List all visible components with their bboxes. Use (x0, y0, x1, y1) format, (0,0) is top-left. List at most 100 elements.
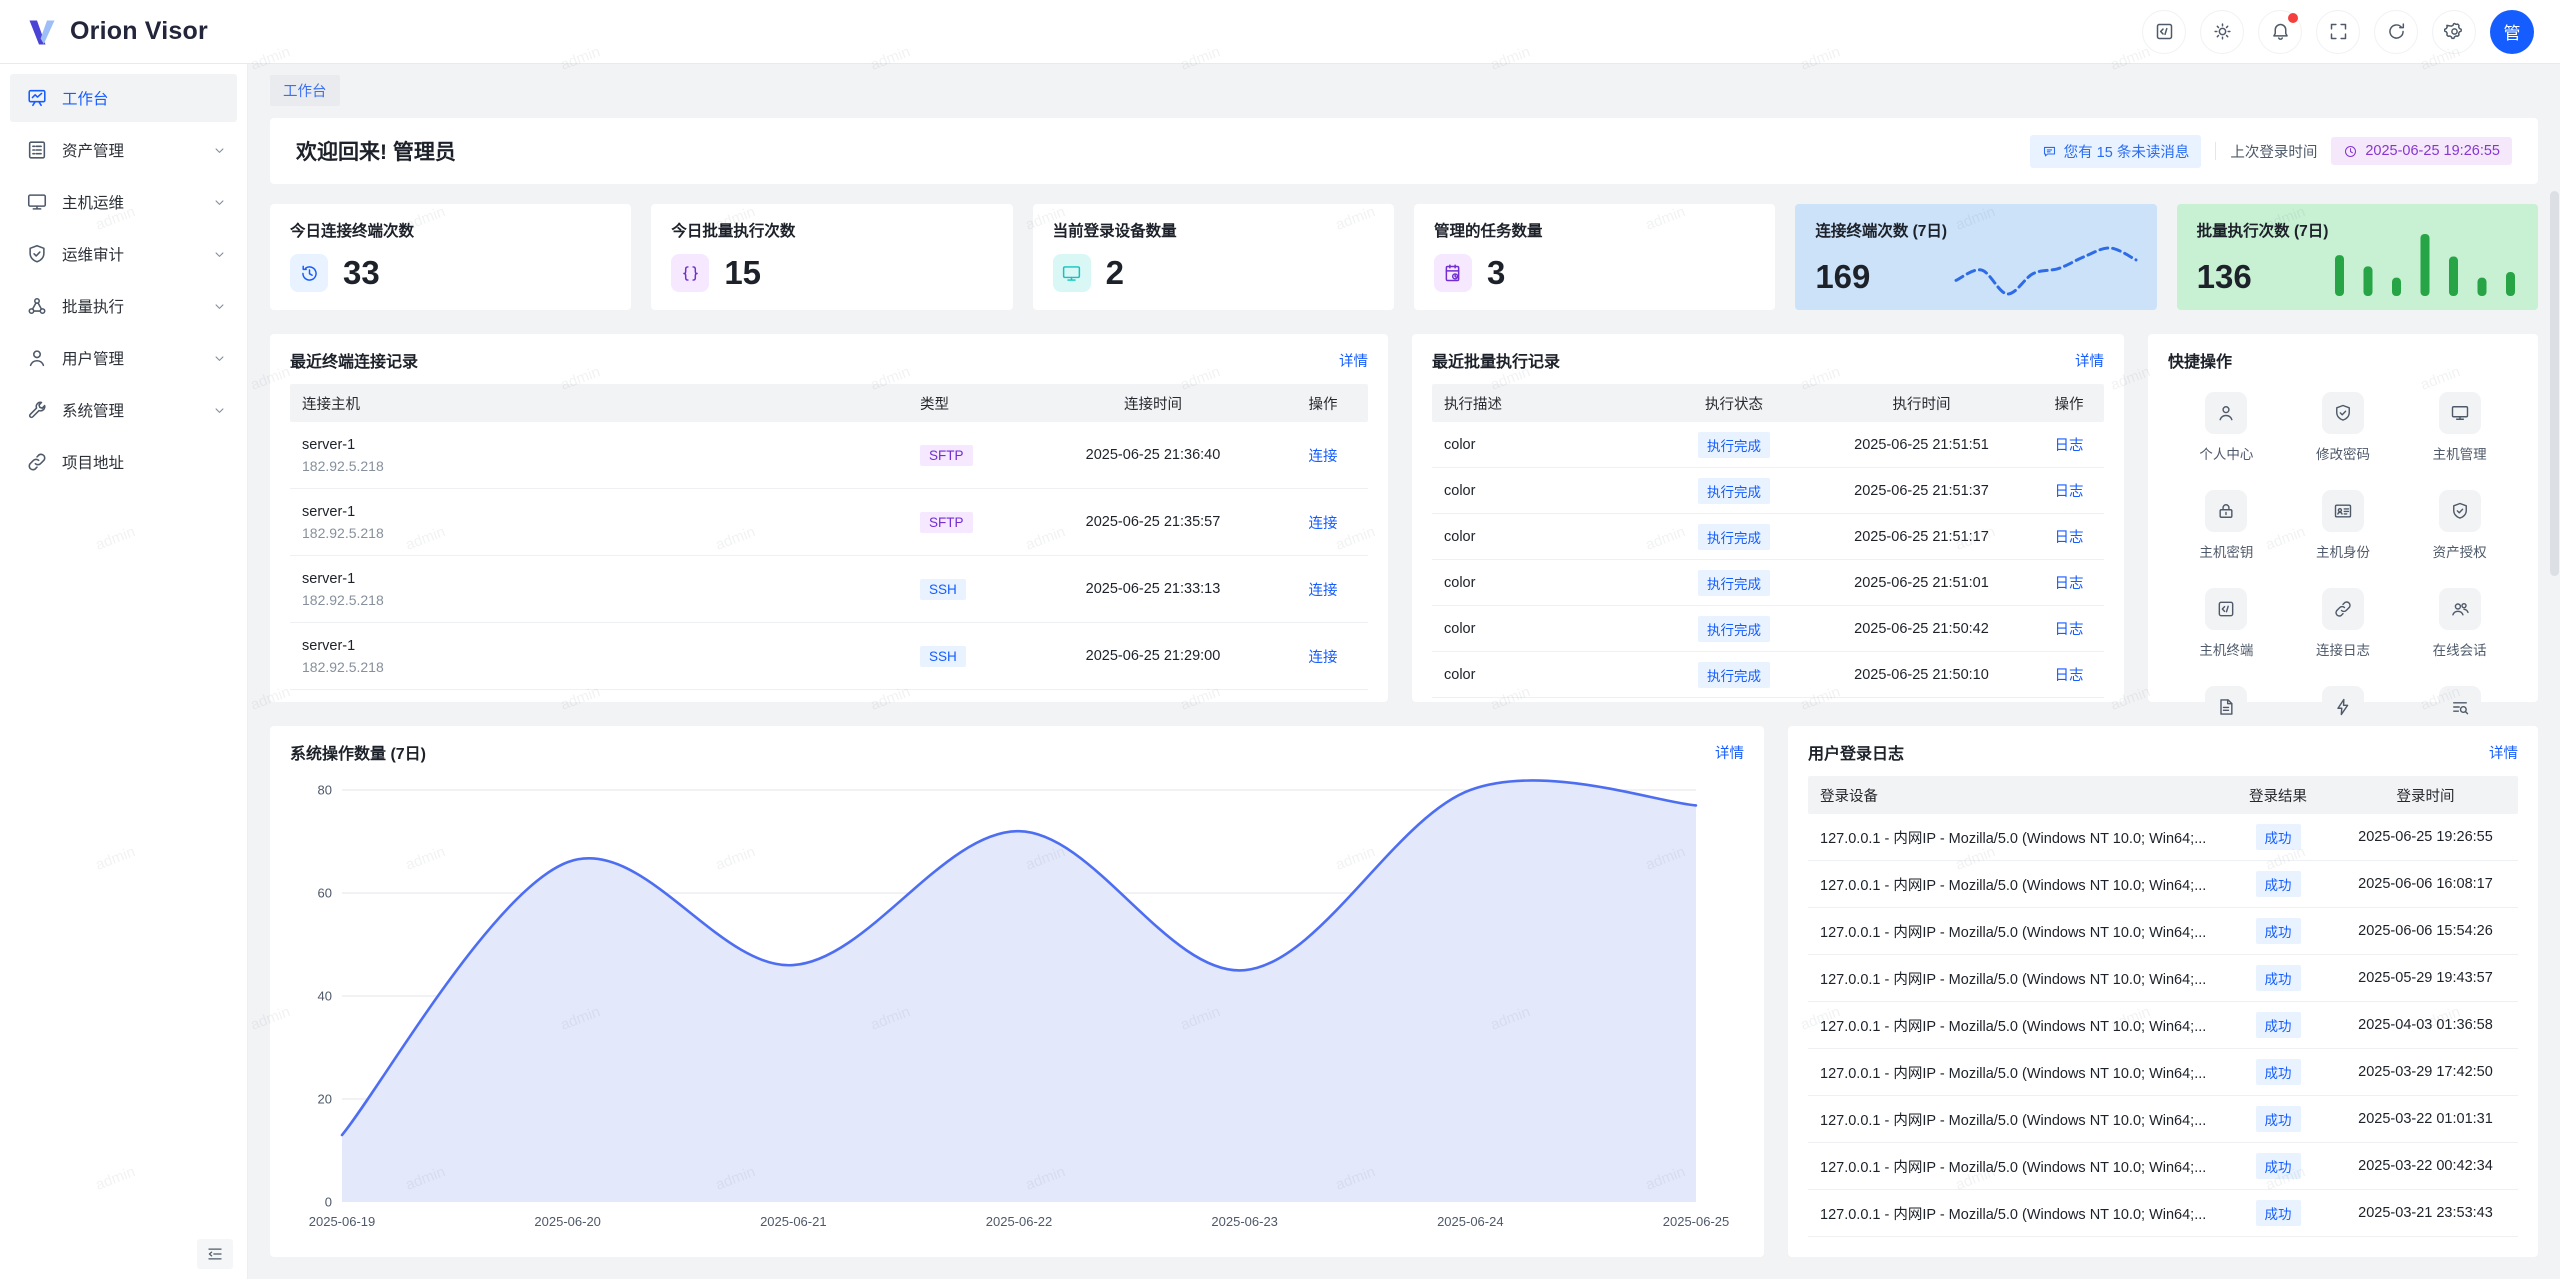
scrollbar-thumb[interactable] (2550, 190, 2559, 577)
chevron-down-icon (212, 299, 227, 314)
sidebar-item-系统管理[interactable]: 系统管理 (10, 386, 237, 434)
lock-icon (2205, 490, 2248, 532)
sidebar-item-label: 用户管理 (62, 351, 125, 368)
unread-messages-badge[interactable]: 您有 15 条未读消息 (2029, 134, 2202, 168)
app-logo[interactable]: Orion Visor (26, 16, 208, 48)
sidebar-item-工作台[interactable]: 工作台 (10, 74, 237, 122)
svg-text:2025-06-23: 2025-06-23 (1211, 1214, 1278, 1229)
sidebar-item-项目地址[interactable]: 项目地址 (10, 438, 237, 486)
refresh-button[interactable] (2374, 9, 2418, 54)
login-result-badge: 成功 (2255, 1106, 2301, 1132)
login-result-badge: 成功 (2255, 1012, 2301, 1038)
login-time: 2025-06-25 19:26:55 (2358, 829, 2493, 845)
host-name: server-1 (302, 503, 356, 520)
trend-card-value: 136 (2196, 258, 2252, 295)
trend-card-title: 批量执行次数 (7日) (2196, 223, 2329, 240)
monitor-icon (2438, 392, 2481, 434)
login-time: 2025-06-06 16:08:17 (2358, 876, 2493, 892)
login-time: 2025-03-22 01:01:31 (2358, 1111, 2493, 1127)
login-row: 127.0.0.1 - 内网IP - Mozilla/5.0 (Windows … (1808, 1002, 2518, 1049)
login-row: 127.0.0.1 - 内网IP - Mozilla/5.0 (Windows … (1808, 1190, 2518, 1237)
protocol-badge: SFTP (920, 511, 973, 533)
code-button[interactable] (2142, 9, 2186, 54)
login-result-badge: 成功 (2255, 1059, 2301, 1085)
system-ops-panel: 系统操作数量 (7日) 详情 0 20 40 60 80 2025-06-19 2025-0… (270, 726, 1764, 1257)
login-log-detail-link[interactable]: 详情 (2489, 745, 2518, 762)
sidebar-item-批量执行[interactable]: 批量执行 (10, 282, 237, 330)
login-device: 127.0.0.1 - 内网IP - Mozilla/5.0 (Windows … (1820, 1018, 2207, 1035)
exec-time: 2025-06-25 21:51:37 (1854, 482, 1989, 499)
exec-status-badge: 执行完成 (1698, 661, 1770, 688)
trend-card-title: 连接终端次数 (7日) (1815, 223, 1948, 240)
svg-text:60: 60 (318, 886, 332, 901)
trend-card-value: 169 (1815, 258, 1871, 295)
stat-card-value: 15 (724, 254, 762, 291)
login-time: 2025-06-06 15:54:26 (2358, 923, 2493, 939)
stat-card-今日批量执行次数: 今日批量执行次数 15 (651, 204, 1013, 310)
fullscreen-button[interactable] (2316, 9, 2360, 54)
sidebar-collapse-button[interactable] (197, 1239, 233, 1269)
stat-card-title: 今日批量执行次数 (671, 223, 796, 240)
log-link[interactable]: 日志 (2054, 438, 2084, 454)
breadcrumb-item-workbench[interactable]: 工作台 (270, 75, 340, 106)
sidebar-item-label: 系统管理 (62, 403, 125, 420)
history-clock-icon (290, 254, 328, 292)
host-name: server-1 (302, 570, 356, 587)
sidebar-item-运维审计[interactable]: 运维审计 (10, 230, 237, 278)
settings-button[interactable] (2432, 9, 2476, 54)
stat-card-管理的任务数量: 管理的任务数量 3 (1413, 204, 1776, 310)
chevron-down-icon (212, 195, 227, 210)
sidebar-item-资产管理[interactable]: 资产管理 (10, 126, 237, 174)
login-result-badge: 成功 (2255, 871, 2301, 897)
asset-list-icon (26, 139, 48, 161)
log-link[interactable]: 日志 (2054, 668, 2084, 684)
quick-op-主机管理[interactable]: 主机管理 (2401, 392, 2518, 463)
log-link[interactable]: 日志 (2054, 576, 2084, 592)
system-ops-detail-link[interactable]: 详情 (1715, 745, 1744, 762)
quick-op-主机身份[interactable]: 主机身份 (2285, 490, 2402, 561)
stats-row: 今日连接终端次数 33 今日批量执行次数 15 当前登录设备数量 2 管理的任务数量 3 连接终… (270, 204, 2538, 310)
theme-button[interactable] (2200, 9, 2244, 54)
sidebar: 工作台资产管理主机运维 运维审计 批量执行用户管理系统管理项目地址 (0, 64, 248, 1279)
quick-op-修改密码[interactable]: 修改密码 (2285, 392, 2402, 463)
host-name: server-1 (302, 637, 356, 654)
quick-ops-panel: 快捷操作 个人中心 修改密码 主机管理 主机密钥 主机身份 资产授权 主机终端 连接日志 在线会… (2148, 334, 2538, 756)
sidebar-item-用户管理[interactable]: 用户管理 (10, 334, 237, 382)
quick-op-资产授权[interactable]: 资产授权 (2401, 490, 2518, 561)
monitor-icon (1052, 254, 1091, 292)
exec-desc: color (1444, 620, 1476, 637)
quick-op-主机密钥[interactable]: 主机密钥 (2168, 490, 2285, 561)
connect-link[interactable]: 连接 (1308, 448, 1338, 465)
quick-op-个人中心[interactable]: 个人中心 (2168, 392, 2285, 463)
login-time: 2025-04-03 01:36:58 (2358, 1017, 2493, 1033)
quick-op-主机终端[interactable]: 主机终端 (2168, 588, 2285, 659)
code-square-icon (2205, 588, 2248, 630)
connect-link[interactable]: 连接 (1308, 515, 1338, 532)
stat-card-value: 3 (1486, 254, 1506, 291)
sidebar-item-主机运维[interactable]: 主机运维 (10, 178, 237, 226)
quick-op-label: 主机密钥 (2199, 545, 2254, 560)
log-link[interactable]: 日志 (2054, 622, 2084, 638)
exec-desc: color (1444, 666, 1476, 683)
notifications-button[interactable] (2258, 9, 2302, 54)
bottom-row: 系统操作数量 (7日) 详情 0 20 40 60 80 2025-06-19 2025-0… (270, 726, 2538, 1257)
log-link[interactable]: 日志 (2054, 530, 2084, 546)
quick-op-label: 主机终端 (2199, 643, 2254, 658)
stat-card-title: 当前登录设备数量 (1052, 223, 1177, 240)
message-icon (2042, 144, 2057, 159)
vertical-scrollbar[interactable] (2550, 70, 2559, 1275)
log-link[interactable]: 日志 (2054, 484, 2084, 500)
svg-text:2025-06-25: 2025-06-25 (1663, 1214, 1730, 1229)
recent-terminal-detail-link[interactable]: 详情 (1339, 353, 1368, 370)
user-avatar[interactable]: 管 (2490, 9, 2534, 54)
connect-link[interactable]: 连接 (1308, 582, 1338, 599)
exec-time: 2025-06-25 21:51:51 (1854, 436, 1989, 453)
terminal-row: server-1 182.92.5.218 SSH 2025-06-25 21:29:… (290, 623, 1368, 690)
quick-op-在线会话[interactable]: 在线会话 (2401, 588, 2518, 659)
stat-card-value: 33 (343, 254, 380, 291)
quick-op-连接日志[interactable]: 连接日志 (2285, 588, 2402, 659)
exec-time: 2025-06-25 21:50:10 (1854, 666, 1989, 683)
recent-exec-detail-link[interactable]: 详情 (2075, 353, 2104, 370)
sidebar-item-label: 资产管理 (62, 143, 125, 160)
connect-link[interactable]: 连接 (1308, 649, 1338, 666)
